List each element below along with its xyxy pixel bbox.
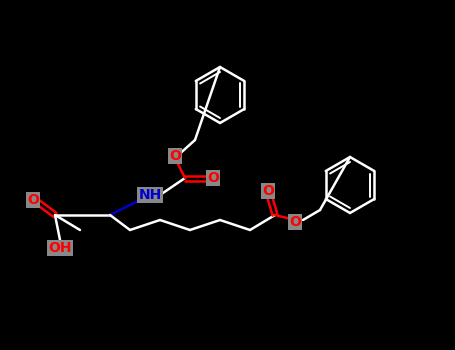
Text: O: O bbox=[207, 171, 219, 185]
Text: O: O bbox=[27, 193, 39, 207]
Text: OH: OH bbox=[48, 241, 72, 255]
Text: NH: NH bbox=[138, 188, 162, 202]
Text: O: O bbox=[262, 184, 274, 198]
Text: O: O bbox=[289, 215, 301, 229]
Text: O: O bbox=[169, 149, 181, 163]
